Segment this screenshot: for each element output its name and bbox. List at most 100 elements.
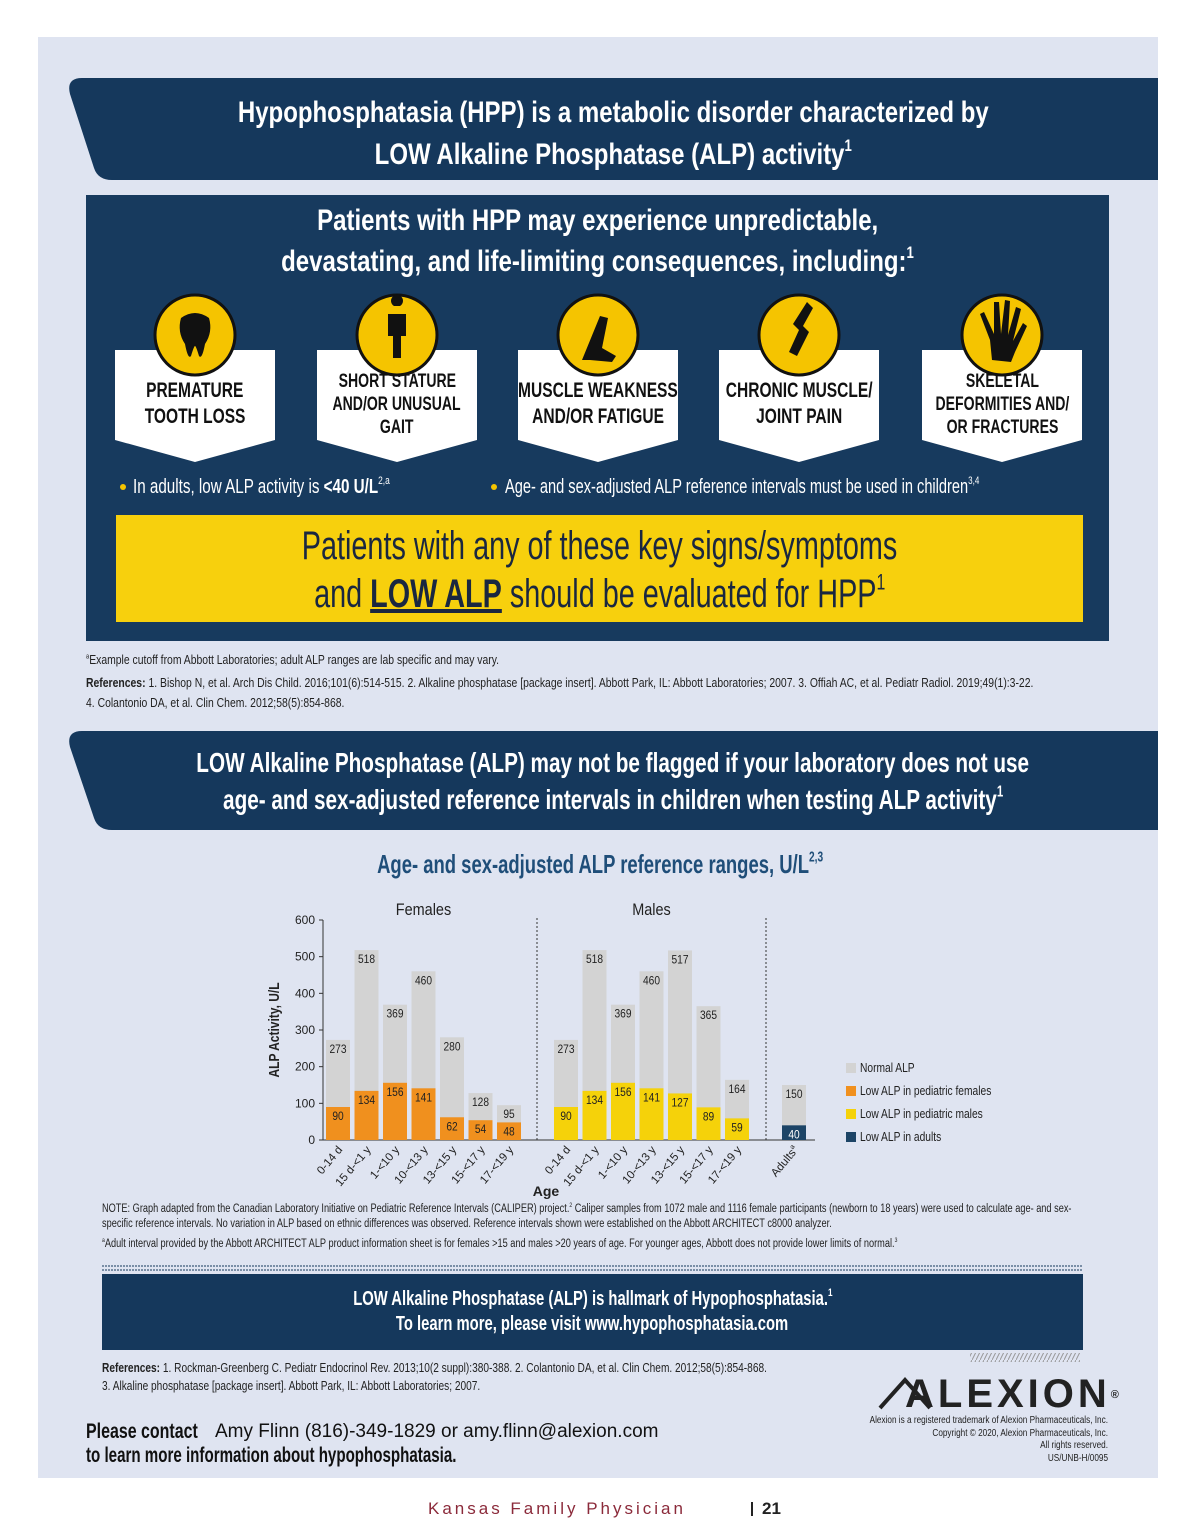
- symptom-box: [518, 350, 678, 462]
- callout-box: [116, 515, 1083, 622]
- icon: [582, 316, 616, 362]
- contact: Please contact: [86, 1419, 233, 1445]
- title-line: Hypophosphatasia (HPP) is a metabolic di…: [237, 96, 989, 129]
- logo-swoosh: [878, 1376, 932, 1410]
- chart-title: Age- and sex-adjusted ALP reference rang…: [300, 847, 900, 881]
- label: References:: [102, 1360, 161, 1375]
- y-tick-label: 100: [295, 1096, 315, 1110]
- symptom-text: JOINT PAIN: [755, 405, 843, 428]
- symptom-text: SHORT STATURE: [338, 370, 456, 392]
- footnote: aExample cutoff from Abbott Laboratories…: [86, 650, 1106, 670]
- line: GAIT: [307, 416, 487, 439]
- emphasis: LOW ALP: [369, 572, 502, 616]
- value-label: 460: [643, 975, 660, 988]
- text: Age- and sex-adjusted ALP reference inte…: [505, 476, 969, 498]
- text: LOW Alkaline Phosphatase (ALP) activity: [374, 138, 845, 171]
- sup: 3,4: [968, 475, 980, 488]
- sup: a: [102, 1236, 105, 1244]
- text: To learn more, please visit www.hypophos…: [396, 1313, 789, 1335]
- bullet-item: Age- and sex-adjusted ALP reference inte…: [505, 473, 1155, 501]
- sup: 1: [844, 136, 852, 155]
- low-bar: [468, 1120, 493, 1140]
- symptom-box: [115, 350, 275, 462]
- legend-label: Low ALP in pediatric females: [860, 1085, 992, 1098]
- line: OR FRACTURES: [912, 416, 1092, 439]
- logo-hatch: [970, 1353, 1080, 1362]
- value-label: 365: [700, 1009, 717, 1022]
- y-tick-label: 0: [308, 1133, 315, 1147]
- text: Caliper samples from 1072 male and 1116 …: [102, 1203, 1072, 1230]
- legend-label: Low ALP in adults: [860, 1131, 941, 1144]
- text: devastating, and life-limiting consequen…: [281, 245, 907, 278]
- text: US/UNB-H/0095: [1047, 1452, 1108, 1464]
- low-bar: [582, 1090, 607, 1140]
- symptom-box: [922, 350, 1082, 462]
- value-label: 156: [614, 1086, 631, 1099]
- y-axis-label: ALP Activity, U/L: [266, 982, 283, 1077]
- value-label: 90: [332, 1110, 343, 1123]
- symptom-text: MUSCLE WEAKNESS: [518, 379, 678, 402]
- footer-page: 21: [762, 1499, 781, 1518]
- value-label: 141: [643, 1092, 660, 1105]
- sup: 2,3: [808, 849, 824, 866]
- symptom-text: AND/OR UNUSUAL: [332, 393, 462, 415]
- value-label: 62: [446, 1121, 457, 1134]
- value-label: 518: [586, 953, 603, 966]
- value-label: 164: [728, 1083, 745, 1096]
- banner-line: age- and sex-adjusted reference interval…: [223, 781, 1003, 818]
- chart-note: NOTE: Graph adapted from the Canadian La…: [102, 1202, 1082, 1252]
- value-label: 280: [443, 1041, 460, 1054]
- value-label: 460: [415, 975, 432, 988]
- banner-shape: [69, 731, 1159, 830]
- text: 1. Bishop N, et al. Arch Dis Child. 2016…: [148, 675, 1034, 690]
- banner-shape: [69, 78, 1159, 180]
- line: SHORT STATURE: [307, 370, 487, 393]
- value-label: 273: [329, 1043, 346, 1056]
- title: Hypophosphatasia (HPP) is a metabolic di…: [68, 92, 1158, 176]
- low-bar: [383, 1082, 407, 1140]
- line: MUSCLE WEAKNESS: [508, 378, 688, 404]
- value-label: 134: [586, 1094, 603, 1107]
- symptom-label: SHORT STATURE AND/OR UNUSUAL GAIT: [307, 370, 487, 439]
- low-bar: [696, 1107, 721, 1140]
- y-tick-label: 300: [295, 1023, 315, 1037]
- low-bar: [611, 1082, 635, 1140]
- x-axis-label: Age: [533, 1183, 560, 1199]
- text: In adults, low ALP activity is: [133, 476, 324, 498]
- sup: 2: [569, 1201, 573, 1209]
- sup: a: [86, 652, 90, 661]
- logo-text: ALEXION: [905, 1372, 1111, 1416]
- banner: LOW Alkaline Phosphatase (ALP) may not b…: [68, 744, 1158, 818]
- symptom-label: SKELETAL DEFORMITIES AND/OR FRACTURES: [912, 370, 1092, 439]
- text: 1. Rockman-Greenberg C. Pediatr Endocrin…: [160, 1360, 767, 1375]
- sup: a: [789, 1144, 797, 1152]
- value-label: 273: [557, 1043, 574, 1056]
- sup: 1: [996, 783, 1004, 801]
- symptom-text: PREMATURE: [146, 379, 244, 402]
- line: CHRONIC MUSCLE/: [709, 378, 889, 404]
- low-bar: [725, 1118, 749, 1140]
- note: NOTE: Graph adapted from the Canadian La…: [102, 1202, 1082, 1232]
- contact-person: Amy Flinn (816)-349-1829 or amy.flinn@al…: [215, 1421, 659, 1442]
- symptom-label: PREMATURE TOOTH LOSS: [105, 378, 285, 430]
- legend-label: Low ALP in pediatric males: [860, 1108, 983, 1121]
- heading-line: devastating, and life-limiting consequen…: [281, 241, 914, 282]
- references: References: 1. Bishop N, et al. Arch Dis…: [86, 673, 1106, 693]
- line: AND/OR UNUSUAL: [307, 393, 487, 416]
- text: to learn more information about hypophos…: [86, 1444, 457, 1467]
- low-bar: [782, 1125, 806, 1140]
- heading-line: Patients with HPP may experience unpredi…: [316, 204, 879, 237]
- text: Alexion is a registered trademark of Ale…: [869, 1415, 1108, 1426]
- value-label: 134: [358, 1094, 375, 1107]
- callout: Patients with any of these key signs/sym…: [116, 522, 1083, 618]
- symptom-text: DEFORMITIES AND/: [935, 393, 1069, 415]
- value-label: 40: [788, 1129, 799, 1142]
- symptom-box: [719, 350, 879, 462]
- banner-line: LOW Alkaline Phosphatase (ALP) may not b…: [196, 747, 1030, 778]
- company-info: Alexion is a registered trademark of Ale…: [813, 1415, 1108, 1465]
- value-label: 128: [472, 1096, 489, 1109]
- footer-publication: Kansas Family Physician: [428, 1499, 686, 1518]
- icon: [980, 300, 1027, 362]
- sup: 1: [906, 243, 914, 262]
- text: LOW Alkaline Phosphatase (ALP) is hallma…: [352, 1288, 828, 1310]
